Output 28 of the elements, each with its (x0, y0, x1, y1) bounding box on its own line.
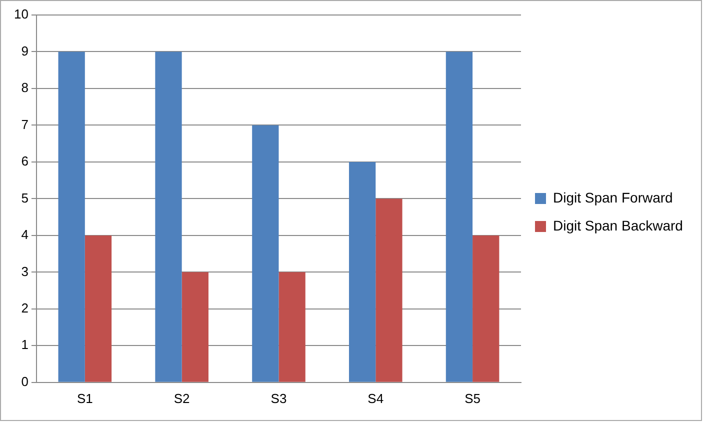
y-tick-label: 9 (21, 43, 28, 58)
x-tick-label: S3 (270, 390, 287, 406)
y-tick-label: 0 (21, 374, 28, 389)
y-tick-label: 4 (21, 227, 28, 242)
bar (182, 272, 208, 382)
x-tick-label: S1 (76, 390, 93, 406)
legend-label: Digit Span Backward (553, 217, 683, 234)
y-tick-label: 5 (21, 190, 28, 206)
y-tick-label: 6 (21, 154, 28, 169)
x-tick-label: S5 (464, 390, 480, 406)
x-tick-label: S2 (174, 390, 190, 406)
bar (376, 198, 402, 382)
bar (278, 272, 306, 382)
bar (84, 235, 112, 382)
bar (58, 52, 85, 382)
y-tick-label: 2 (21, 300, 28, 316)
bar (252, 125, 279, 382)
bar (472, 235, 500, 382)
bar (348, 162, 376, 382)
bar (155, 52, 182, 382)
bar (446, 52, 473, 382)
x-tick-label: S4 (368, 390, 384, 406)
legend-label: Digit Span Forward (553, 189, 673, 206)
y-tick-label: 7 (21, 116, 28, 132)
y-tick-label: 1 (21, 337, 28, 352)
y-tick-label: 8 (21, 80, 28, 96)
y-tick-label: 10 (14, 6, 28, 22)
y-tick-label: 3 (21, 264, 28, 279)
